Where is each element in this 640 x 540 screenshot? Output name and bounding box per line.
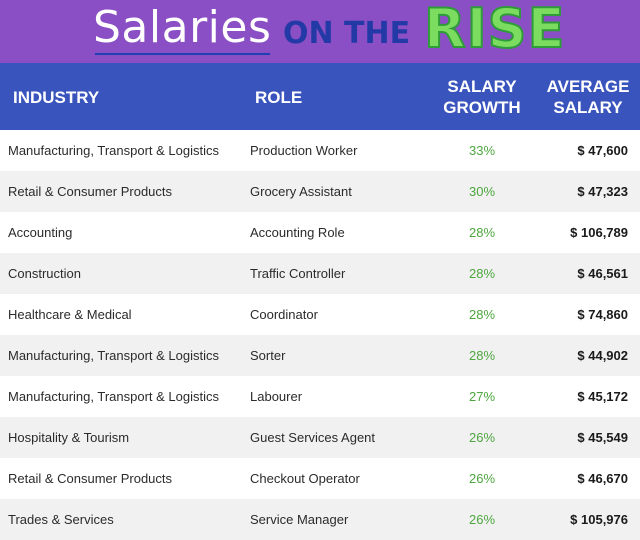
cell-average-salary: $ 47,323 [577, 184, 628, 199]
cell-average-salary: $ 74,860 [577, 307, 628, 322]
cell-role: Coordinator [250, 307, 318, 322]
cell-role: Guest Services Agent [250, 430, 376, 445]
cell-salary-growth: 28% [468, 266, 496, 281]
column-header-industry: INDUSTRY [13, 88, 100, 107]
cell-average-salary: $ 105,976 [570, 512, 628, 527]
table-row: Manufacturing, Transport & Logistics Sor… [0, 335, 640, 376]
table-row: Construction Traffic Controller 28% $ 46… [0, 253, 640, 294]
cell-role: Sorter [250, 348, 286, 363]
table-row: Healthcare & Medical Coordinator 28% $ 7… [0, 294, 640, 335]
column-header-average-salary-line2: SALARY [553, 98, 623, 117]
cell-salary-growth: 26% [468, 512, 496, 527]
cell-average-salary: $ 45,549 [577, 430, 628, 445]
cell-role: Labourer [250, 389, 303, 404]
cell-industry: Construction [8, 266, 81, 281]
table-header: INDUSTRY ROLE SALARY GROWTH AVERAGE SALA… [0, 63, 640, 130]
cell-average-salary: $ 45,172 [577, 389, 628, 404]
cell-salary-growth: 30% [468, 184, 496, 199]
title-salaries: Salaries [93, 2, 272, 53]
cell-salary-growth: 28% [468, 348, 496, 363]
table-body: Manufacturing, Transport & Logistics Pro… [0, 130, 640, 540]
cell-role: Service Manager [250, 512, 349, 527]
column-header-average-salary-line1: AVERAGE [546, 77, 630, 96]
column-header-role: ROLE [255, 88, 303, 107]
cell-average-salary: $ 46,670 [577, 471, 628, 486]
cell-role: Accounting Role [250, 225, 345, 240]
column-header-salary-growth-line1: SALARY [447, 77, 517, 96]
column-header-salary-growth: SALARY GROWTH [440, 76, 524, 118]
column-header-salary-growth-line2: GROWTH [443, 98, 521, 117]
table-row: Retail & Consumer Products Checkout Oper… [0, 458, 640, 499]
cell-salary-growth: 26% [468, 471, 496, 486]
cell-role: Checkout Operator [250, 471, 360, 486]
table-row: Trades & Services Service Manager 26% $ … [0, 499, 640, 540]
table-row: Accounting Accounting Role 28% $ 106,789 [0, 212, 640, 253]
title-underline [95, 53, 270, 55]
cell-salary-growth: 26% [468, 430, 496, 445]
cell-salary-growth: 28% [468, 225, 496, 240]
cell-role: Production Worker [250, 143, 358, 158]
table-row: Manufacturing, Transport & Logistics Pro… [0, 130, 640, 171]
table-row: Hospitality & Tourism Guest Services Age… [0, 417, 640, 458]
cell-industry: Healthcare & Medical [8, 307, 132, 322]
title-on-the: ON THE [283, 16, 411, 51]
cell-industry: Accounting [8, 225, 73, 240]
cell-role: Grocery Assistant [250, 184, 352, 199]
cell-industry: Trades & Services [8, 512, 114, 527]
table-row: Manufacturing, Transport & Logistics Lab… [0, 376, 640, 417]
cell-industry: Retail & Consumer Products [8, 184, 173, 199]
cell-average-salary: $ 47,600 [577, 143, 628, 158]
cell-salary-growth: 33% [468, 143, 496, 158]
cell-average-salary: $ 46,561 [577, 266, 628, 281]
cell-industry: Retail & Consumer Products [8, 471, 173, 486]
cell-role: Traffic Controller [250, 266, 346, 281]
cell-average-salary: $ 106,789 [570, 225, 628, 240]
cell-salary-growth: 27% [468, 389, 496, 404]
title-banner: Salaries ON THE RISE [0, 0, 640, 63]
column-header-average-salary: AVERAGE SALARY [540, 76, 636, 118]
cell-salary-growth: 28% [468, 307, 496, 322]
cell-industry: Manufacturing, Transport & Logistics [8, 389, 219, 404]
table-row: Retail & Consumer Products Grocery Assis… [0, 171, 640, 212]
cell-industry: Hospitality & Tourism [8, 430, 130, 445]
title-rise: RISE [423, 0, 566, 61]
cell-industry: Manufacturing, Transport & Logistics [8, 348, 219, 363]
cell-average-salary: $ 44,902 [577, 348, 628, 363]
cell-industry: Manufacturing, Transport & Logistics [8, 143, 219, 158]
